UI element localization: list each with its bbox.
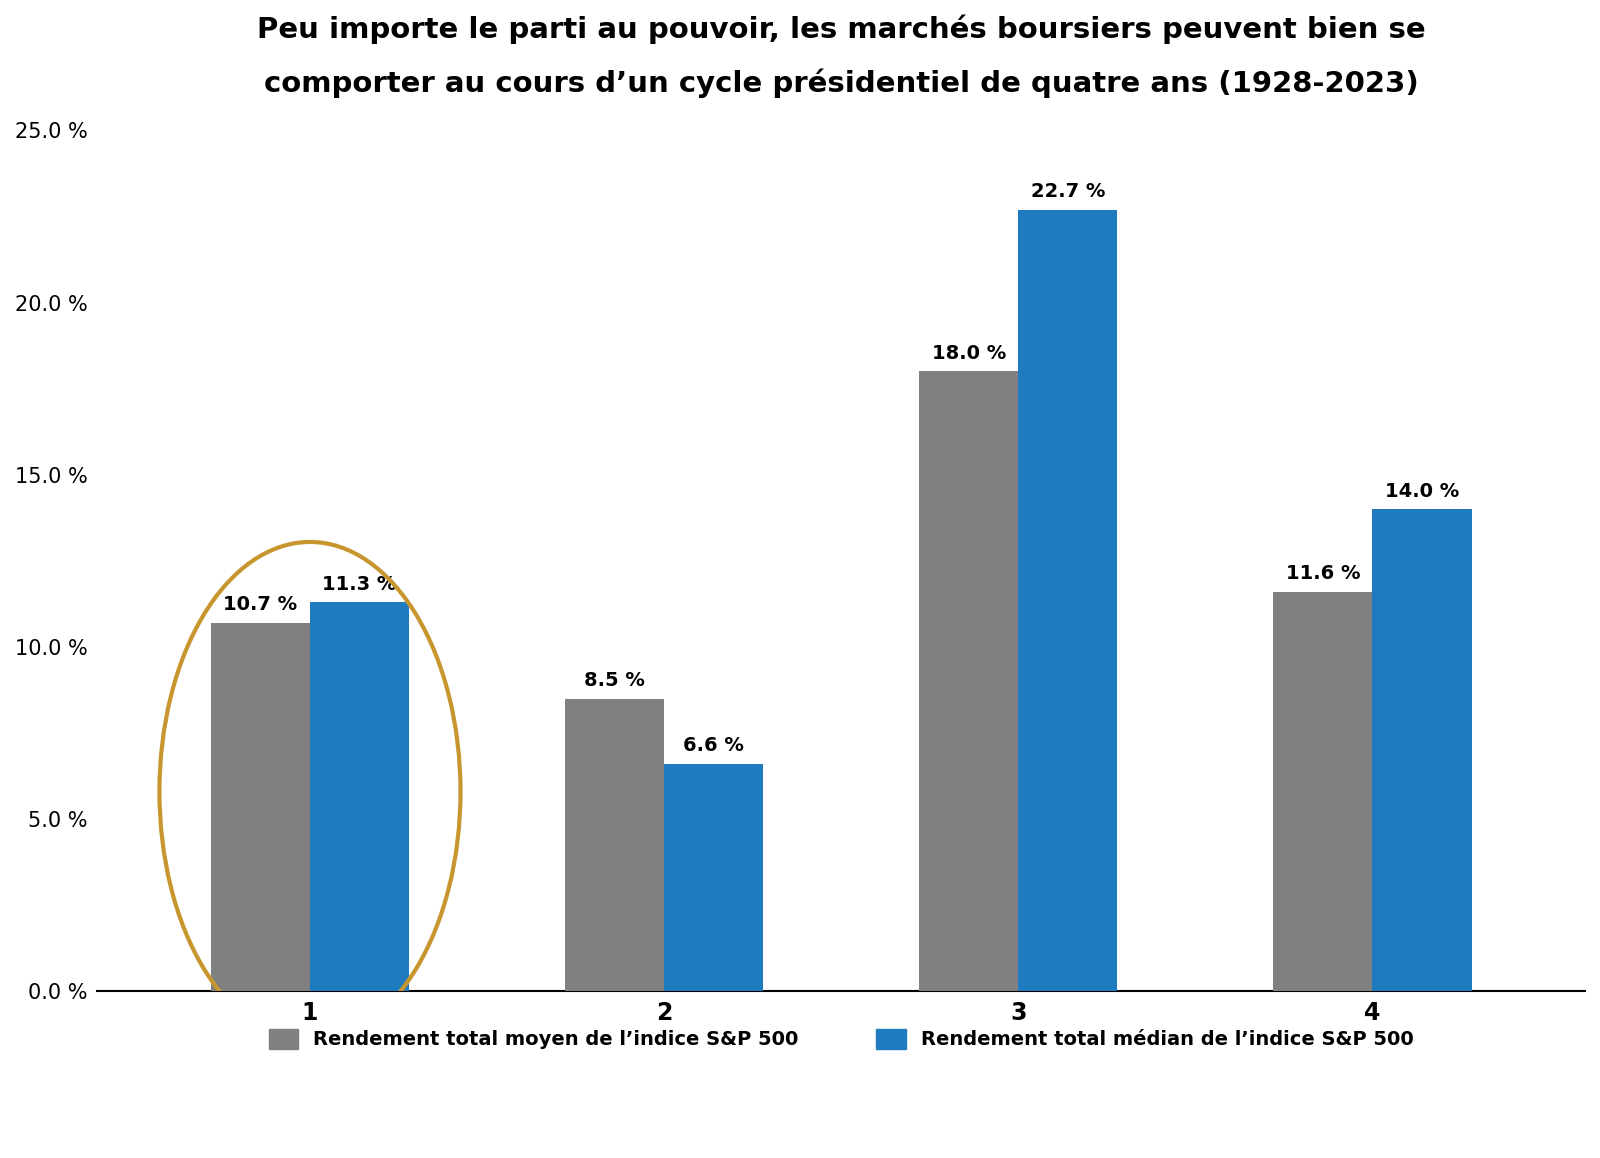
Text: 6.6 %: 6.6 % (683, 736, 744, 755)
Legend: Rendement total moyen de l’indice S&P 500, Rendement total médian de l’indice S&: Rendement total moyen de l’indice S&P 50… (259, 1019, 1424, 1060)
Text: 22.7 %: 22.7 % (1030, 182, 1106, 201)
Bar (1274, 592, 1373, 991)
Text: 11.6 %: 11.6 % (1286, 564, 1360, 584)
Bar (1018, 210, 1117, 991)
Bar (664, 764, 763, 991)
Title: Peu importe le parti au pouvoir, les marchés boursiers peuvent bien se
comporter: Peu importe le parti au pouvoir, les mar… (258, 15, 1426, 97)
Bar (1373, 510, 1472, 991)
Text: 18.0 %: 18.0 % (931, 344, 1006, 362)
Text: 10.7 %: 10.7 % (224, 595, 298, 614)
Text: 8.5 %: 8.5 % (584, 670, 645, 690)
Text: 14.0 %: 14.0 % (1386, 482, 1459, 500)
Bar (918, 372, 1018, 991)
Bar (211, 623, 310, 991)
Bar (565, 698, 664, 991)
Bar (310, 602, 410, 991)
Text: 11.3 %: 11.3 % (322, 574, 397, 594)
